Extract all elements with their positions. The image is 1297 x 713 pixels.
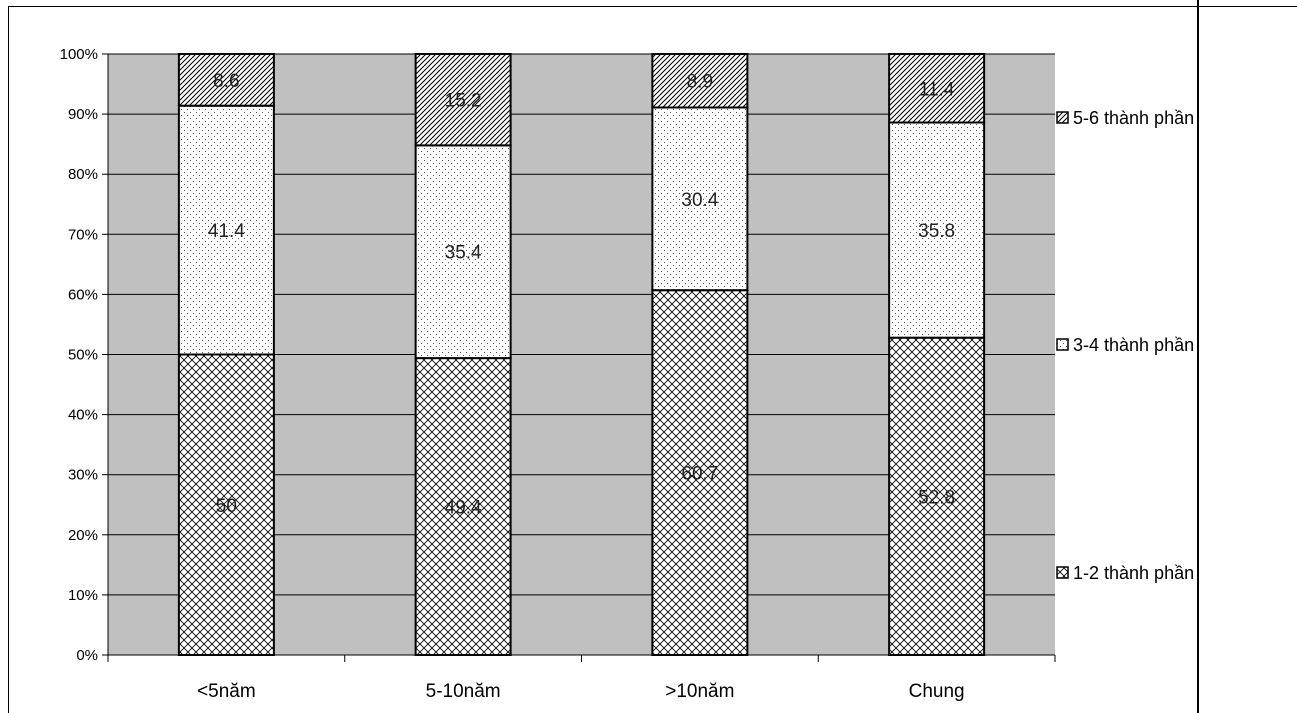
legend-swatch [1056, 338, 1069, 351]
y-tick-label: 40% [68, 407, 98, 424]
bar-segment [888, 121, 986, 339]
bars-group [177, 53, 986, 656]
x-tick-label: >10năm [665, 681, 734, 702]
legend-swatch [1056, 111, 1069, 124]
data-label: 41.4 [208, 221, 245, 242]
bar-segment [414, 53, 512, 147]
data-label: 35.8 [918, 221, 955, 242]
data-label: 60.7 [681, 464, 718, 485]
bar-segment [888, 53, 986, 124]
x-tick-label: Chung [909, 681, 965, 702]
y-tick-label: 10% [68, 587, 98, 604]
data-label: 8.6 [213, 71, 239, 92]
x-tick-label: <5năm [197, 681, 256, 702]
y-tick-label: 50% [68, 347, 98, 364]
bar-segment [414, 357, 512, 656]
data-label: 15.2 [445, 91, 482, 112]
y-tick-label: 30% [68, 467, 98, 484]
bar-segment [651, 106, 749, 292]
legend-swatch [1056, 566, 1069, 579]
y-tick-label: 0% [76, 647, 98, 664]
bar-segment [651, 53, 749, 109]
data-label: 52.8 [918, 487, 955, 508]
legend-label: 3-4 thành phần [1073, 335, 1194, 355]
legend: 5-6 thành phần 3-4 thành phần 1-2 thành ph… [1056, 108, 1194, 583]
data-label: 50 [216, 496, 237, 517]
data-labels-group: 50 41.4 8.6 49.4 35.4 15.2 60.7 30.4 8.9 52.8 35.8… [208, 71, 955, 519]
data-label: 8.9 [687, 72, 713, 93]
axes-group: 0% 10% 20% 30% 40% 50% 60% 70% 80% 90% 100% <5năm 5-… [60, 46, 1056, 702]
y-tick-label: 90% [68, 106, 98, 123]
data-label: 49.4 [445, 498, 482, 519]
y-tick-label: 100% [60, 46, 98, 63]
y-tick-label: 80% [68, 166, 98, 183]
data-label: 30.4 [681, 190, 718, 211]
y-tick-label: 20% [68, 527, 98, 544]
bar-segment [177, 104, 275, 356]
page-edge-line [1197, 0, 1199, 713]
bar-segment [414, 144, 512, 360]
y-tick-label: 60% [68, 286, 98, 303]
chart-frame [8, 6, 1297, 713]
x-tick-label: 5-10năm [426, 681, 501, 702]
bar-segment [177, 53, 275, 107]
data-label: 35.4 [445, 243, 482, 264]
bar-segment [888, 336, 986, 656]
y-tick-label: 70% [68, 226, 98, 243]
legend-label: 5-6 thành phần [1073, 108, 1194, 128]
bar-segment [177, 353, 275, 656]
legend-label: 1-2 thành phần [1073, 563, 1194, 583]
data-label: 11.4 [919, 79, 955, 100]
